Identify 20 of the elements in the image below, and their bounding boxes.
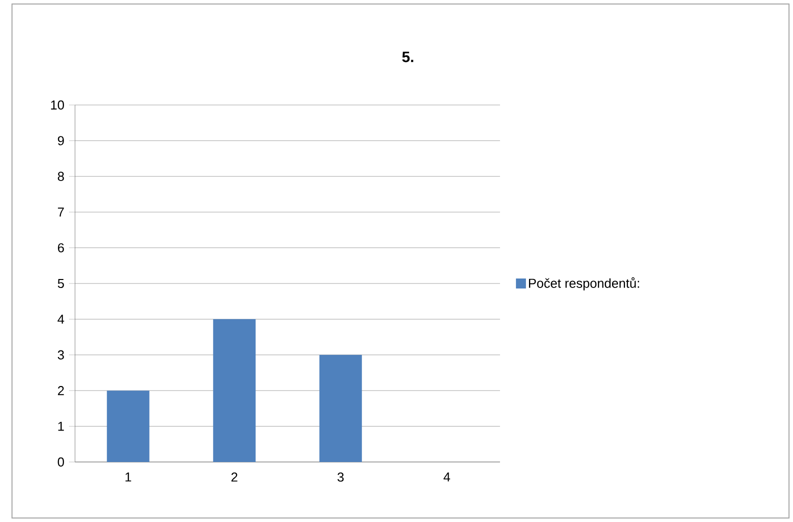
y-tick-label: 1 — [58, 422, 64, 431]
y-tick-label: 0 — [58, 457, 64, 467]
legend-label: Počet respondentů: — [529, 277, 640, 290]
bar — [213, 319, 256, 462]
y-tick-label: 2 — [58, 386, 64, 396]
bar — [106, 390, 150, 462]
y-tick-label: 9 — [58, 136, 64, 146]
y-tick-label: 8 — [58, 172, 64, 181]
y-tick-label: 6 — [58, 243, 64, 252]
x-tick-label: 4 — [444, 472, 450, 482]
bar — [319, 354, 362, 462]
y-tick-label: 7 — [58, 208, 64, 217]
y-tick-label: 5 — [58, 278, 64, 288]
x-tick-label: 2 — [231, 472, 238, 482]
x-tick-label: 3 — [338, 472, 344, 482]
y-tick-label: 10 — [51, 100, 64, 110]
y-tick-label: 4 — [58, 314, 64, 324]
x-tick-label: 1 — [126, 472, 132, 482]
y-tick-label: 3 — [58, 350, 64, 360]
chart-title: 5. — [402, 52, 414, 62]
